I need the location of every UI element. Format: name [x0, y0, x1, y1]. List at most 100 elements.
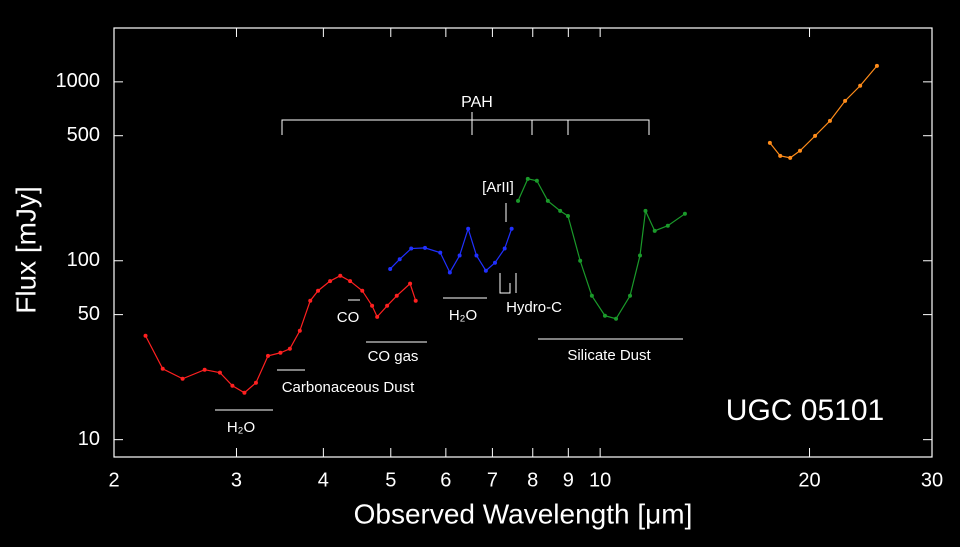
x-tick-label: 8 [527, 469, 538, 491]
y-axis-label: Flux [mJy] [10, 186, 41, 314]
data-point [492, 260, 497, 265]
y-tick-label: 100 [67, 249, 100, 271]
annotation: CO [337, 309, 360, 326]
x-tick-label: 4 [318, 469, 329, 491]
data-point [328, 279, 333, 284]
data-point [265, 353, 270, 358]
data-point [385, 303, 390, 308]
data-point [409, 246, 414, 251]
data-point [143, 333, 148, 338]
x-tick-label: 2 [108, 469, 119, 491]
data-point [788, 155, 793, 160]
data-point [413, 298, 418, 303]
data-point [843, 98, 848, 103]
data-point [388, 266, 393, 271]
x-tick-label: 6 [440, 469, 451, 491]
y-tick-label: 50 [78, 303, 100, 325]
data-point [394, 293, 399, 298]
x-tick-label: 3 [231, 469, 242, 491]
data-point [502, 246, 507, 251]
series-line [769, 65, 878, 159]
data-point [438, 250, 443, 255]
data-point [230, 383, 235, 388]
data-point [874, 63, 879, 68]
data-point [767, 140, 772, 145]
data-point [778, 153, 783, 158]
data-point [628, 293, 633, 298]
data-point [278, 350, 283, 355]
data-point [457, 253, 462, 258]
plot-frame [113, 27, 933, 458]
data-point [338, 273, 343, 278]
data-point [665, 223, 670, 228]
annotation: H₂O [449, 307, 477, 324]
data-point [545, 198, 550, 203]
annotation: H₂O [227, 419, 255, 436]
data-point [474, 253, 479, 258]
hydro-c-bracket [499, 273, 517, 294]
data-point [516, 198, 521, 203]
series-line [517, 178, 686, 320]
data-point [614, 316, 619, 321]
data-point [813, 133, 818, 138]
series-line [144, 275, 417, 394]
data-point [217, 370, 222, 375]
data-point [466, 226, 471, 231]
annotation: Hydro-C [506, 299, 562, 316]
data-point [316, 288, 321, 293]
data-point [370, 303, 375, 308]
data-point [578, 258, 583, 263]
annotation-lines [215, 112, 683, 411]
data-point [375, 314, 380, 319]
data-point [297, 328, 302, 333]
data-point [827, 118, 832, 123]
data-point [534, 178, 539, 183]
data-point [565, 213, 570, 218]
data-point [253, 380, 258, 385]
x-tick-label: 10 [589, 469, 611, 491]
x-tick-label: 7 [487, 469, 498, 491]
data-point [589, 293, 594, 298]
y-tick-label: 10 [78, 428, 100, 450]
annotation: UGC 05101 [726, 394, 884, 427]
data-point [408, 281, 413, 286]
annotation: Silicate Dust [567, 347, 651, 364]
pah-bracket [281, 112, 650, 135]
data-point [287, 346, 292, 351]
x-tick-label: 20 [798, 469, 820, 491]
data-point [348, 279, 353, 284]
data-point [858, 83, 863, 88]
annotation: CO gas [368, 348, 419, 365]
y-tick-label: 1000 [56, 70, 101, 92]
data-point [202, 367, 207, 372]
data-point [180, 376, 185, 381]
data-point [643, 208, 648, 213]
annotation: Carbonaceous Dust [282, 379, 415, 396]
data-point [160, 366, 165, 371]
annotation: PAH [461, 94, 493, 111]
x-axis-label: Observed Wavelength [μm] [354, 498, 693, 529]
data-point [397, 257, 402, 262]
data-point [798, 148, 803, 153]
data-point [525, 176, 530, 181]
x-tick-label: 9 [563, 469, 574, 491]
data-point [423, 245, 428, 250]
data-point [242, 390, 247, 395]
data-point [447, 270, 452, 275]
data-point [637, 253, 642, 258]
data-point [360, 288, 365, 293]
annotation: [ArII] [482, 179, 514, 196]
data-point [483, 268, 488, 273]
data-point [602, 313, 607, 318]
data-point [308, 298, 313, 303]
data-point [509, 226, 514, 231]
y-tick-label: 500 [67, 124, 100, 146]
data-point [652, 228, 657, 233]
data-point [558, 208, 563, 213]
x-tick-label: 30 [921, 469, 943, 491]
series-line [389, 226, 513, 274]
x-tick-label: 5 [385, 469, 396, 491]
data-point [682, 211, 687, 216]
